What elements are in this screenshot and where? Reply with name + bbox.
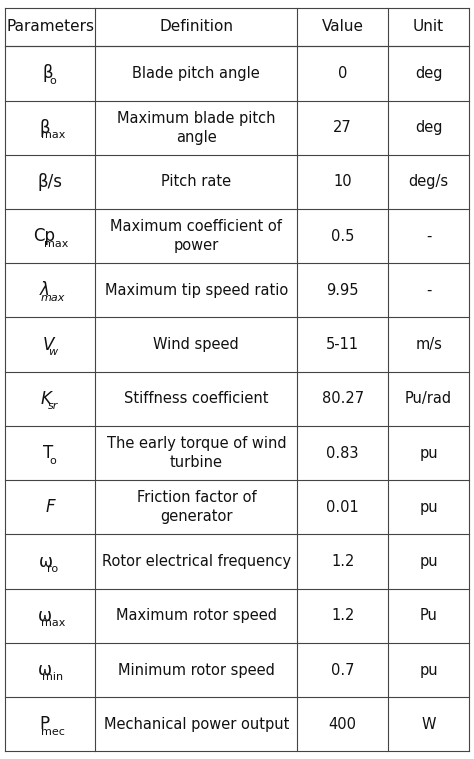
Text: Value: Value [322,20,364,34]
Text: 0.7: 0.7 [331,663,355,678]
Text: Mechanical power output: Mechanical power output [104,716,289,732]
Text: 10: 10 [333,175,352,190]
Text: Parameters: Parameters [6,20,94,34]
Text: λ: λ [39,282,49,299]
Text: W: W [421,716,436,732]
Text: 5-11: 5-11 [326,337,359,352]
Text: Maximum tip speed ratio: Maximum tip speed ratio [105,283,288,298]
Text: P: P [39,715,49,733]
Text: Minimum rotor speed: Minimum rotor speed [118,663,275,678]
Text: w: w [48,347,58,357]
Text: Cp: Cp [34,227,55,245]
Text: -: - [426,228,431,244]
Text: deg: deg [415,120,442,135]
Text: 1.2: 1.2 [331,608,355,623]
Text: m/s: m/s [415,337,442,352]
Text: β: β [43,65,54,83]
Text: Maximum blade pitch
angle: Maximum blade pitch angle [117,111,275,145]
Text: 1.2: 1.2 [331,554,355,569]
Text: pu: pu [419,554,438,569]
Text: Wind speed: Wind speed [154,337,239,352]
Text: pu: pu [419,446,438,461]
Text: Pu/rad: Pu/rad [405,392,452,406]
Text: Pu: Pu [419,608,438,623]
Text: Friction factor of
generator: Friction factor of generator [137,490,256,524]
Text: sr: sr [48,402,58,411]
Text: F: F [45,499,55,516]
Text: ω: ω [37,661,52,679]
Text: Stiffness coefficient: Stiffness coefficient [124,392,269,406]
Text: 0: 0 [338,66,347,81]
Text: The early torque of wind
turbine: The early torque of wind turbine [107,436,286,470]
Text: 80.27: 80.27 [322,392,364,406]
Text: K: K [41,390,52,408]
Text: Rotor electrical frequency: Rotor electrical frequency [102,554,291,569]
Text: pu: pu [419,663,438,678]
Text: max: max [41,619,65,628]
Text: Maximum coefficient of
power: Maximum coefficient of power [110,219,283,254]
Text: V: V [43,335,54,354]
Text: deg: deg [415,66,442,81]
Text: 27: 27 [333,120,352,135]
Text: -: - [426,283,431,298]
Text: Definition: Definition [159,20,233,34]
Text: pu: pu [419,500,438,515]
Text: max: max [41,130,65,140]
Text: ω: ω [37,606,52,625]
Text: β/s: β/s [37,173,63,191]
Text: 0.5: 0.5 [331,228,355,244]
Text: 0.83: 0.83 [327,446,359,461]
Text: 9.95: 9.95 [327,283,359,298]
Text: mec: mec [41,726,65,737]
Text: Blade pitch angle: Blade pitch angle [132,66,260,81]
Text: o: o [50,455,56,465]
Text: max: max [44,238,68,248]
Text: max: max [41,293,65,303]
Text: o: o [50,76,56,86]
Text: T: T [43,444,53,462]
Text: 0.01: 0.01 [326,500,359,515]
Text: min: min [43,672,64,682]
Text: 400: 400 [328,716,356,732]
Text: Pitch rate: Pitch rate [161,175,231,190]
Text: Maximum rotor speed: Maximum rotor speed [116,608,277,623]
Text: ro: ro [47,564,59,574]
Text: ω: ω [39,553,53,571]
Text: deg/s: deg/s [409,175,449,190]
Text: Unit: Unit [413,20,444,34]
Text: β: β [39,118,50,137]
